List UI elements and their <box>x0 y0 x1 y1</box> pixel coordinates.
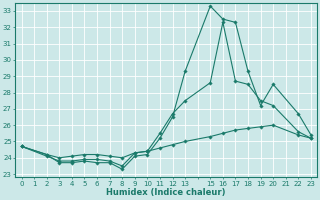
X-axis label: Humidex (Indice chaleur): Humidex (Indice chaleur) <box>107 188 226 197</box>
